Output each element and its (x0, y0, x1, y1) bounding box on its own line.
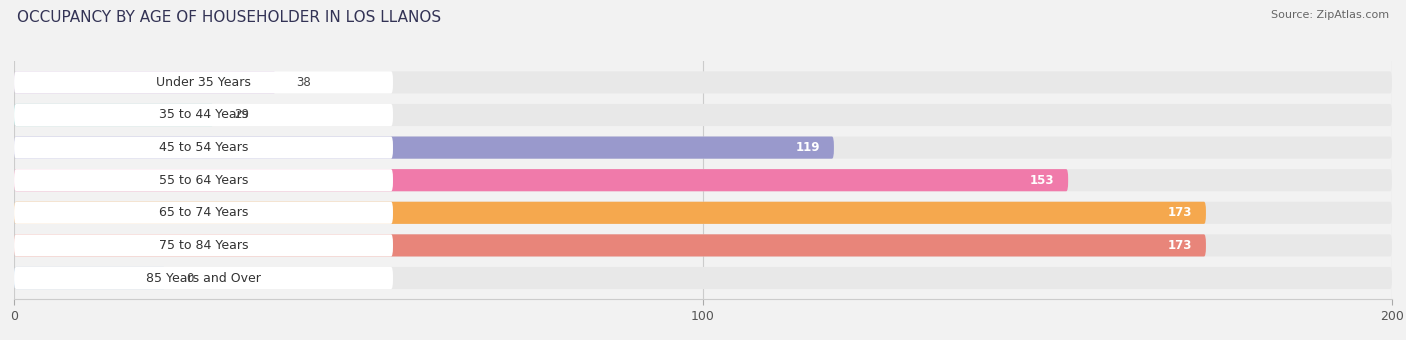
Text: 45 to 54 Years: 45 to 54 Years (159, 141, 249, 154)
FancyBboxPatch shape (14, 234, 394, 256)
Text: Under 35 Years: Under 35 Years (156, 76, 250, 89)
Text: Source: ZipAtlas.com: Source: ZipAtlas.com (1271, 10, 1389, 20)
Text: 55 to 64 Years: 55 to 64 Years (159, 174, 249, 187)
FancyBboxPatch shape (14, 137, 834, 159)
FancyBboxPatch shape (14, 104, 1392, 126)
Text: 85 Years and Over: 85 Years and Over (146, 272, 262, 285)
Text: 29: 29 (235, 108, 249, 121)
Text: 35 to 44 Years: 35 to 44 Years (159, 108, 247, 121)
FancyBboxPatch shape (14, 267, 394, 289)
Text: OCCUPANCY BY AGE OF HOUSEHOLDER IN LOS LLANOS: OCCUPANCY BY AGE OF HOUSEHOLDER IN LOS L… (17, 10, 441, 25)
Text: 75 to 84 Years: 75 to 84 Years (159, 239, 249, 252)
FancyBboxPatch shape (14, 234, 1206, 256)
FancyBboxPatch shape (14, 169, 1069, 191)
FancyBboxPatch shape (14, 71, 1392, 94)
FancyBboxPatch shape (14, 202, 1392, 224)
FancyBboxPatch shape (14, 267, 1392, 289)
FancyBboxPatch shape (14, 104, 394, 126)
Text: 119: 119 (796, 141, 820, 154)
FancyBboxPatch shape (14, 169, 1392, 191)
Text: 153: 153 (1029, 174, 1054, 187)
Text: 38: 38 (297, 76, 311, 89)
FancyBboxPatch shape (14, 71, 276, 94)
FancyBboxPatch shape (14, 71, 394, 94)
FancyBboxPatch shape (14, 137, 394, 159)
Text: 65 to 74 Years: 65 to 74 Years (159, 206, 249, 219)
FancyBboxPatch shape (14, 137, 1392, 159)
FancyBboxPatch shape (14, 267, 166, 289)
FancyBboxPatch shape (14, 234, 1392, 256)
FancyBboxPatch shape (14, 104, 214, 126)
FancyBboxPatch shape (14, 202, 394, 224)
Text: 173: 173 (1168, 239, 1192, 252)
Text: 0: 0 (186, 272, 194, 285)
FancyBboxPatch shape (14, 169, 394, 191)
FancyBboxPatch shape (14, 202, 1206, 224)
Text: 173: 173 (1168, 206, 1192, 219)
